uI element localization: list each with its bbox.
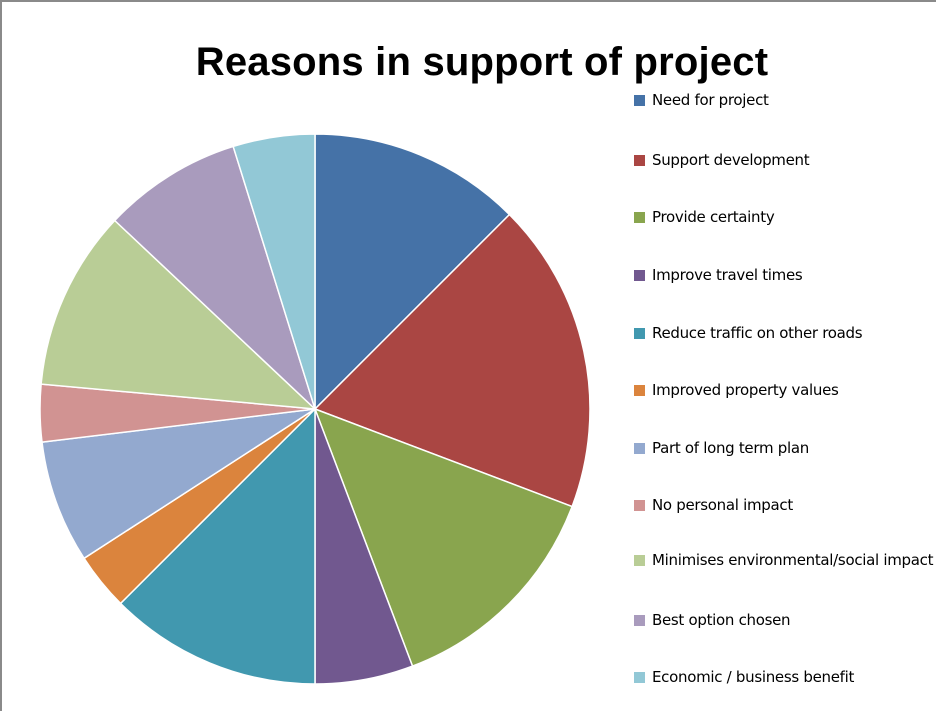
- pie-slice-1: [314, 133, 511, 411]
- legend-item: Minimises environmental/social impact: [634, 550, 934, 571]
- legend-swatch: [634, 672, 645, 683]
- legend-swatch: [634, 155, 645, 166]
- legend-label: Need for project: [652, 91, 769, 109]
- legend-label: Provide certainty: [652, 208, 775, 226]
- legend-label: Economic / business benefit: [652, 668, 855, 686]
- legend-item: Provide certainty: [634, 207, 934, 228]
- pie-slice-11: [232, 133, 316, 410]
- legend-swatch: [634, 615, 645, 626]
- legend-item: No personal impact: [634, 495, 934, 516]
- legend-swatch: [634, 500, 645, 511]
- legend-label: Minimises environmental/social impact: [652, 551, 934, 569]
- pie-slice-10: [113, 145, 317, 412]
- legend-label: Improved property values: [652, 381, 839, 399]
- legend-swatch: [634, 555, 645, 566]
- legend-item: Economic / business benefit: [634, 667, 934, 688]
- legend-swatch: [634, 270, 645, 281]
- legend-label: Improve travel times: [652, 266, 803, 284]
- pie-slice-7: [41, 408, 316, 560]
- pie-slice-3: [313, 407, 574, 668]
- legend-label: Best option chosen: [652, 611, 791, 629]
- legend-swatch: [634, 443, 645, 454]
- pie-slice-9: [40, 219, 318, 410]
- legend-label: No personal impact: [652, 496, 793, 514]
- pie-slice-5: [119, 407, 316, 685]
- legend-swatch: [634, 328, 645, 339]
- legend-item: Best option chosen: [634, 610, 934, 631]
- legend-item: Improve travel times: [634, 265, 934, 286]
- legend-swatch: [634, 212, 645, 223]
- chart-title: Reasons in support of project: [195, 40, 769, 84]
- legend-swatch: [634, 385, 645, 396]
- legend-label: Reduce traffic on other roads: [652, 324, 863, 342]
- legend-swatch: [634, 95, 645, 106]
- legend-item: Support development: [634, 150, 934, 171]
- legend-label: Part of long term plan: [652, 439, 809, 457]
- legend-label: Support development: [652, 151, 810, 169]
- legend-item: Need for project: [634, 90, 934, 111]
- legend-item: Part of long term plan: [634, 438, 934, 459]
- legend-item: Improved property values: [634, 380, 934, 401]
- pie-slice-2: [313, 213, 591, 508]
- legend-item: Reduce traffic on other roads: [634, 323, 934, 344]
